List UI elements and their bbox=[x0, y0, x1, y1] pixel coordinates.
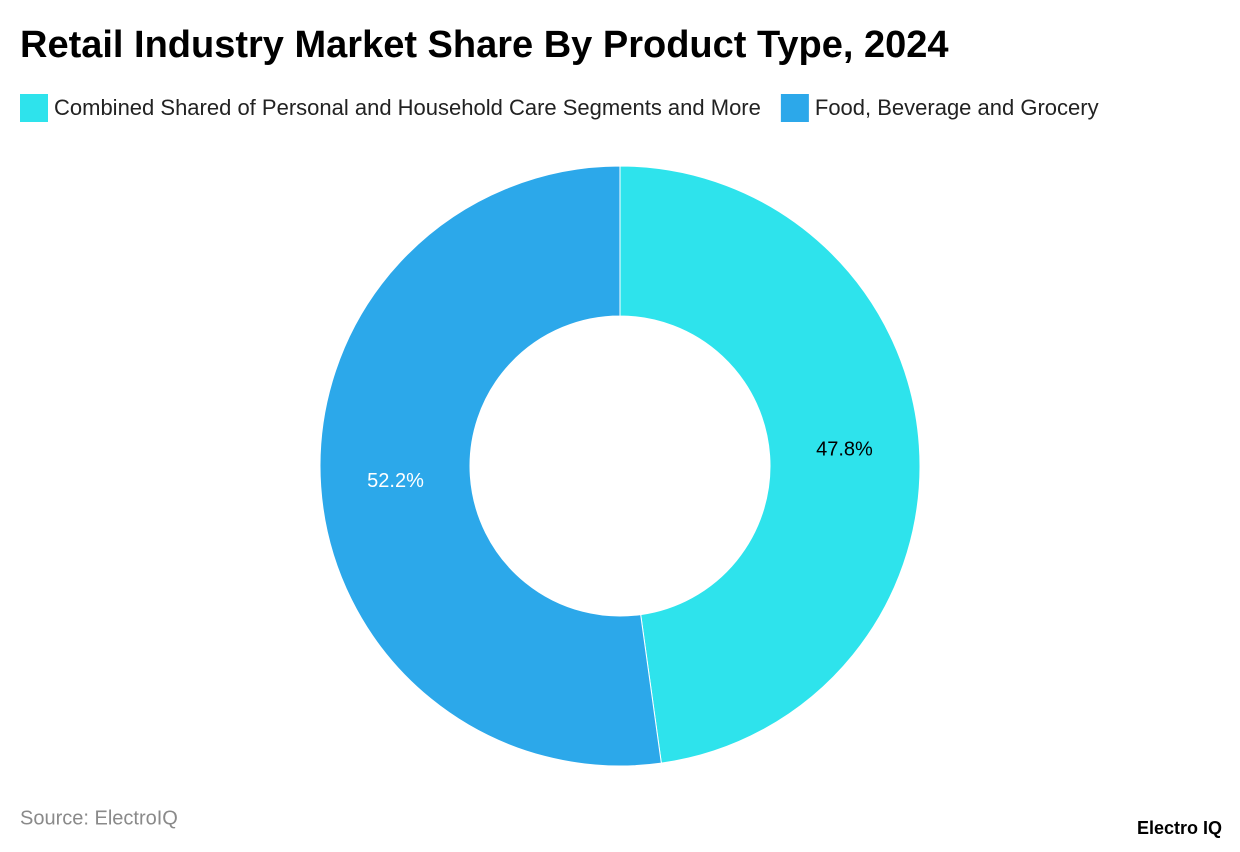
brand-logo: Electro IQ bbox=[1137, 818, 1222, 838]
plot: 47.8% 52.2% bbox=[319, 165, 921, 767]
data-label: 47.8% bbox=[816, 439, 873, 461]
donut-slice bbox=[619, 165, 921, 764]
chart-title: Retail Industry Market Share By Product … bbox=[20, 24, 949, 66]
legend-label: Food, Beverage and Grocery bbox=[815, 95, 1099, 120]
legend: Combined Shared of Personal and Househol… bbox=[20, 94, 1099, 122]
legend-swatch bbox=[20, 94, 48, 122]
legend-swatch bbox=[780, 94, 809, 122]
legend-label: Combined Shared of Personal and Househol… bbox=[54, 95, 761, 120]
data-label: 52.2% bbox=[367, 470, 424, 492]
donut-slice bbox=[319, 165, 662, 767]
source: Source: ElectroIQ bbox=[20, 807, 178, 829]
